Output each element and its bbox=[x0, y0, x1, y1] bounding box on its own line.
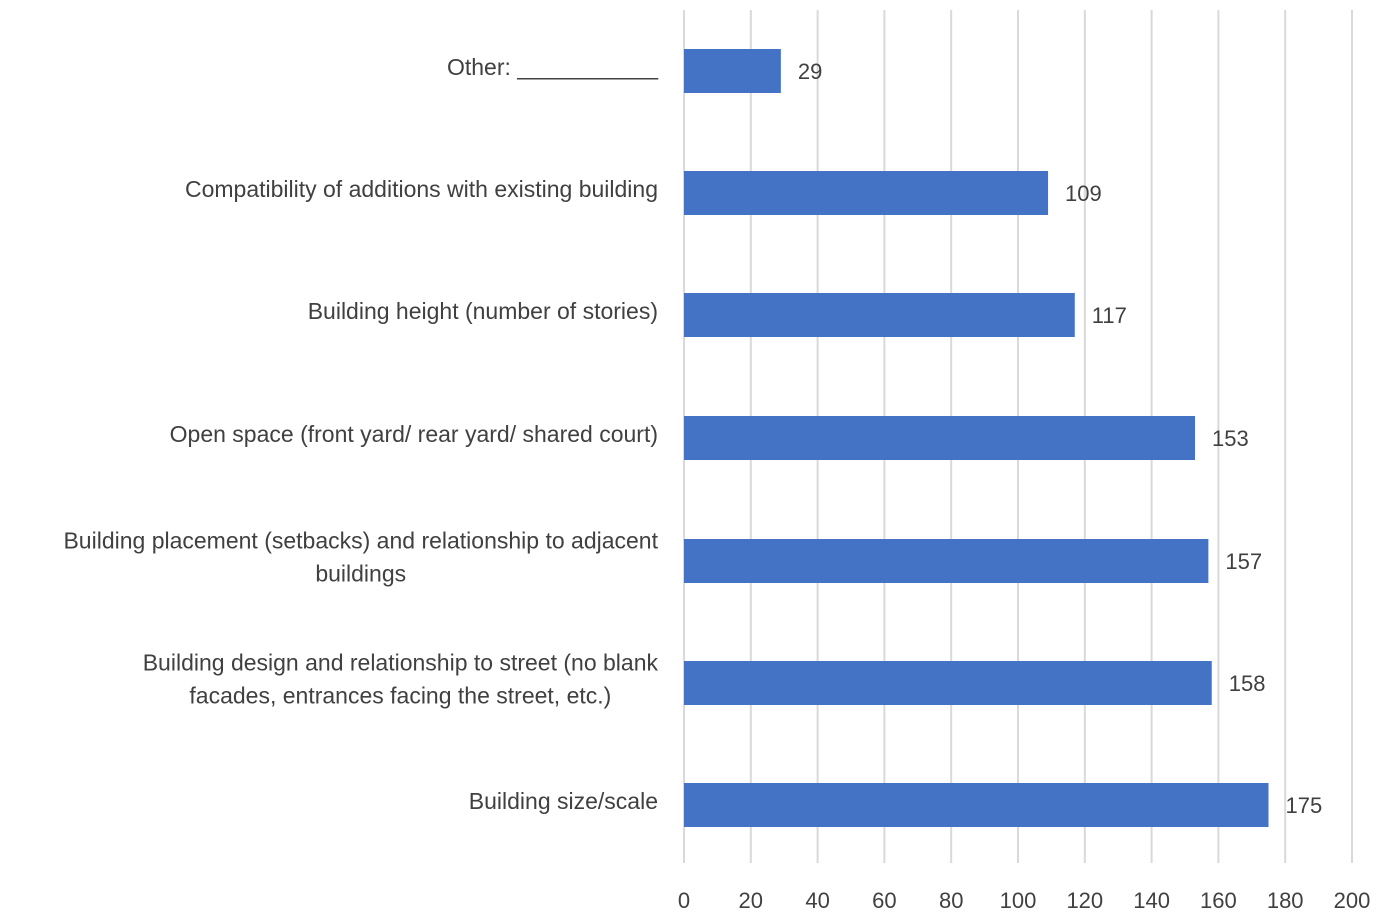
bar bbox=[684, 539, 1209, 583]
category-label-line: facades, entrances facing the street, et… bbox=[189, 683, 611, 709]
x-tick-label: 180 bbox=[1267, 888, 1304, 913]
x-tick-label: 100 bbox=[1000, 888, 1037, 913]
bar bbox=[684, 783, 1269, 827]
bars bbox=[684, 49, 1269, 827]
category-label: Building height (number of stories) bbox=[308, 298, 658, 324]
bar bbox=[684, 171, 1049, 215]
data-label: 117 bbox=[1092, 303, 1127, 328]
data-label: 175 bbox=[1286, 793, 1323, 818]
category-label: Compatibility of additions with existing… bbox=[185, 176, 658, 202]
bar bbox=[684, 49, 781, 93]
data-labels: 29 109 117 153 157 158 175 bbox=[798, 59, 1322, 818]
x-axis-tick-labels: 0 20 40 60 80 100 120 140 160 180 200 bbox=[678, 888, 1370, 913]
x-tick-label: 160 bbox=[1200, 888, 1237, 913]
x-tick-label: 60 bbox=[872, 888, 896, 913]
category-label-line: Compatibility of additions with existing… bbox=[185, 176, 658, 202]
x-tick-label: 0 bbox=[678, 888, 690, 913]
bar bbox=[684, 661, 1212, 705]
x-tick-label: 20 bbox=[739, 888, 763, 913]
category-label-line: Building placement (setbacks) and relati… bbox=[63, 528, 658, 554]
data-label: 153 bbox=[1212, 426, 1249, 451]
x-tick-label: 140 bbox=[1133, 888, 1170, 913]
data-label: 29 bbox=[798, 59, 822, 84]
data-label: 158 bbox=[1229, 671, 1266, 696]
bar bbox=[684, 416, 1196, 460]
category-label: Building placement (setbacks) and relati… bbox=[63, 528, 658, 587]
x-tick-label: 80 bbox=[939, 888, 963, 913]
category-label: Building design and relationship to stre… bbox=[143, 650, 659, 709]
category-label-line: Building size/scale bbox=[469, 788, 658, 814]
category-label-line: Building design and relationship to stre… bbox=[143, 650, 659, 676]
bar bbox=[684, 293, 1075, 337]
category-label-line: buildings bbox=[315, 561, 406, 587]
category-labels: Other: ___________ Compatibility of addit… bbox=[63, 54, 659, 814]
x-tick-label: 200 bbox=[1334, 888, 1371, 913]
x-tick-label: 120 bbox=[1066, 888, 1103, 913]
data-label: 157 bbox=[1225, 549, 1262, 574]
category-label-line: Open space (front yard/ rear yard/ share… bbox=[170, 421, 658, 447]
category-label-line: Other: ___________ bbox=[447, 54, 659, 80]
category-label: Open space (front yard/ rear yard/ share… bbox=[170, 421, 658, 447]
x-tick-label: 40 bbox=[805, 888, 829, 913]
category-label: Other: ___________ bbox=[447, 54, 659, 80]
category-label-line: Building height (number of stories) bbox=[308, 298, 658, 324]
data-label: 109 bbox=[1065, 181, 1102, 206]
category-label: Building size/scale bbox=[469, 788, 658, 814]
